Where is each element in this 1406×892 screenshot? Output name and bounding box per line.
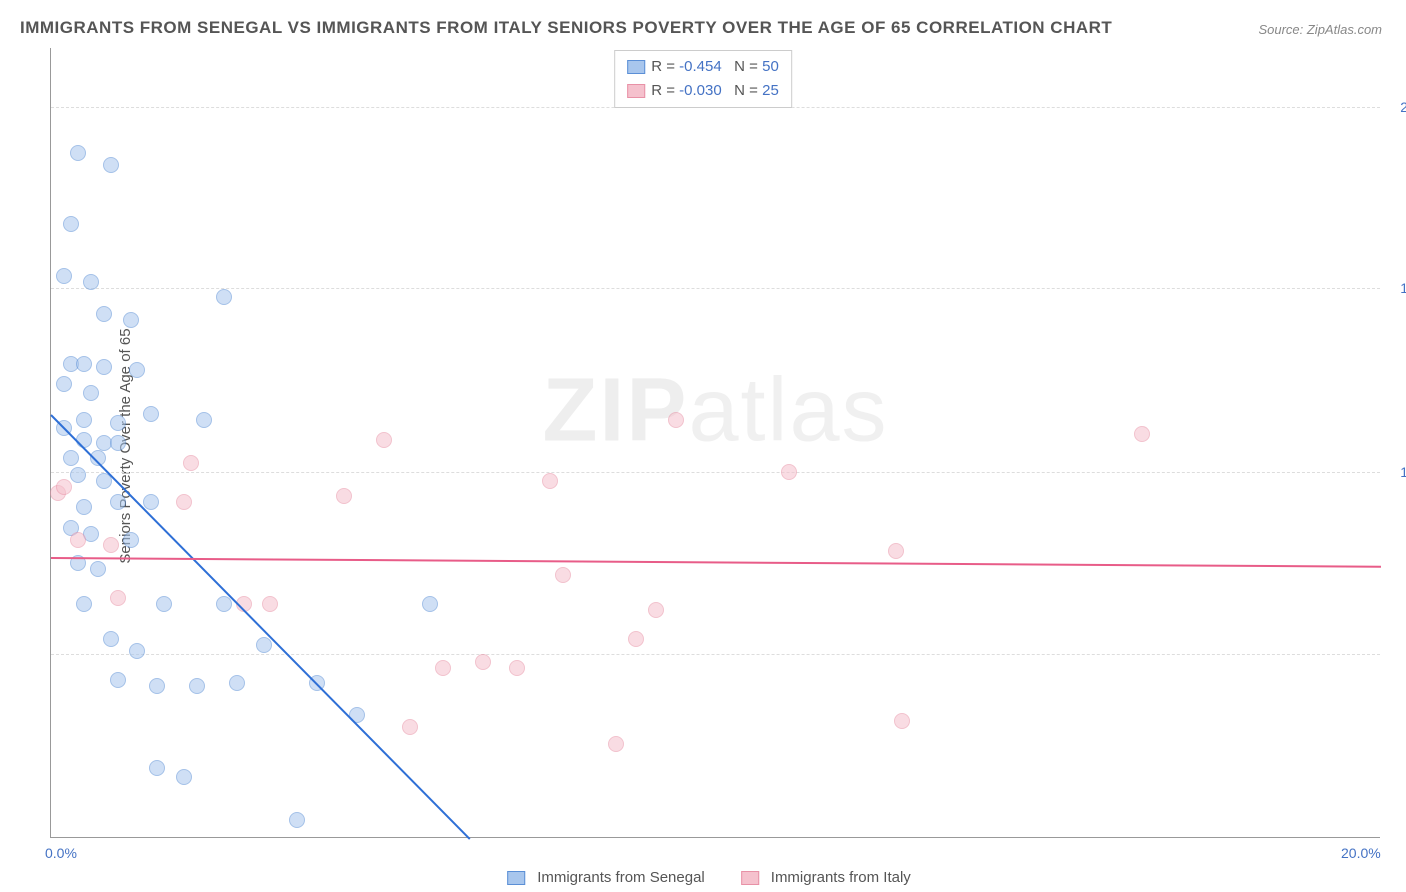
data-point bbox=[176, 494, 192, 510]
data-point bbox=[83, 274, 99, 290]
data-point bbox=[781, 464, 797, 480]
data-point bbox=[189, 678, 205, 694]
data-point bbox=[56, 479, 72, 495]
data-point bbox=[149, 678, 165, 694]
data-point bbox=[216, 596, 232, 612]
correlation-legend: R = -0.454 N = 50R = -0.030 N = 25 bbox=[614, 50, 792, 108]
series-legend: Immigrants from Senegal Immigrants from I… bbox=[483, 869, 923, 886]
data-point bbox=[56, 376, 72, 392]
data-point bbox=[76, 412, 92, 428]
data-point bbox=[149, 760, 165, 776]
trend-line bbox=[51, 557, 1381, 568]
data-point bbox=[542, 473, 558, 489]
data-point bbox=[56, 268, 72, 284]
data-point bbox=[70, 145, 86, 161]
y-tick-label: 18.8% bbox=[1388, 280, 1406, 296]
data-point bbox=[648, 602, 664, 618]
data-point bbox=[422, 596, 438, 612]
data-point bbox=[110, 435, 126, 451]
data-point bbox=[96, 359, 112, 375]
data-point bbox=[183, 455, 199, 471]
data-point bbox=[229, 675, 245, 691]
legend-item: Immigrants from Italy bbox=[729, 869, 911, 886]
data-point bbox=[668, 412, 684, 428]
data-point bbox=[110, 494, 126, 510]
data-point bbox=[376, 432, 392, 448]
data-point bbox=[402, 719, 418, 735]
data-point bbox=[156, 596, 172, 612]
data-point bbox=[70, 467, 86, 483]
watermark-bold: ZIP bbox=[542, 360, 688, 460]
trend-line bbox=[50, 414, 470, 840]
data-point bbox=[76, 499, 92, 515]
y-tick-label: 6.3% bbox=[1388, 646, 1406, 662]
data-point bbox=[83, 385, 99, 401]
data-point bbox=[894, 713, 910, 729]
data-point bbox=[628, 631, 644, 647]
data-point bbox=[143, 406, 159, 422]
data-point bbox=[123, 312, 139, 328]
data-point bbox=[555, 567, 571, 583]
data-point bbox=[509, 660, 525, 676]
data-point bbox=[90, 561, 106, 577]
data-point bbox=[129, 362, 145, 378]
data-point bbox=[129, 643, 145, 659]
data-point bbox=[96, 306, 112, 322]
watermark: ZIPatlas bbox=[542, 359, 888, 462]
data-point bbox=[256, 637, 272, 653]
data-point bbox=[262, 596, 278, 612]
data-point bbox=[475, 654, 491, 670]
data-point bbox=[143, 494, 159, 510]
data-point bbox=[289, 812, 305, 828]
data-point bbox=[435, 660, 451, 676]
data-point bbox=[63, 450, 79, 466]
y-tick-label: 12.5% bbox=[1388, 464, 1406, 480]
data-point bbox=[1134, 426, 1150, 442]
y-tick-label: 25.0% bbox=[1388, 99, 1406, 115]
data-point bbox=[123, 532, 139, 548]
data-point bbox=[196, 412, 212, 428]
legend-stat-row: R = -0.454 N = 50 bbox=[627, 55, 779, 79]
data-point bbox=[336, 488, 352, 504]
x-tick-label: 20.0% bbox=[1341, 845, 1381, 861]
data-point bbox=[70, 532, 86, 548]
data-point bbox=[103, 537, 119, 553]
x-tick-label: 0.0% bbox=[45, 845, 77, 861]
gridline bbox=[51, 472, 1380, 473]
data-point bbox=[110, 590, 126, 606]
data-point bbox=[216, 289, 232, 305]
data-point bbox=[103, 157, 119, 173]
data-point bbox=[103, 631, 119, 647]
data-point bbox=[63, 216, 79, 232]
data-point bbox=[76, 432, 92, 448]
data-point bbox=[176, 769, 192, 785]
legend-stat-row: R = -0.030 N = 25 bbox=[627, 79, 779, 103]
gridline bbox=[51, 654, 1380, 655]
data-point bbox=[110, 415, 126, 431]
data-point bbox=[76, 596, 92, 612]
data-point bbox=[608, 736, 624, 752]
gridline bbox=[51, 288, 1380, 289]
source-label: Source: ZipAtlas.com bbox=[1258, 22, 1382, 37]
data-point bbox=[110, 672, 126, 688]
watermark-thin: atlas bbox=[688, 360, 888, 460]
data-point bbox=[76, 356, 92, 372]
scatter-plot-area: ZIPatlas 6.3%12.5%18.8%25.0%0.0%20.0% bbox=[50, 48, 1380, 838]
legend-item: Immigrants from Senegal bbox=[495, 869, 705, 886]
chart-title: IMMIGRANTS FROM SENEGAL VS IMMIGRANTS FR… bbox=[20, 18, 1112, 38]
data-point bbox=[888, 543, 904, 559]
